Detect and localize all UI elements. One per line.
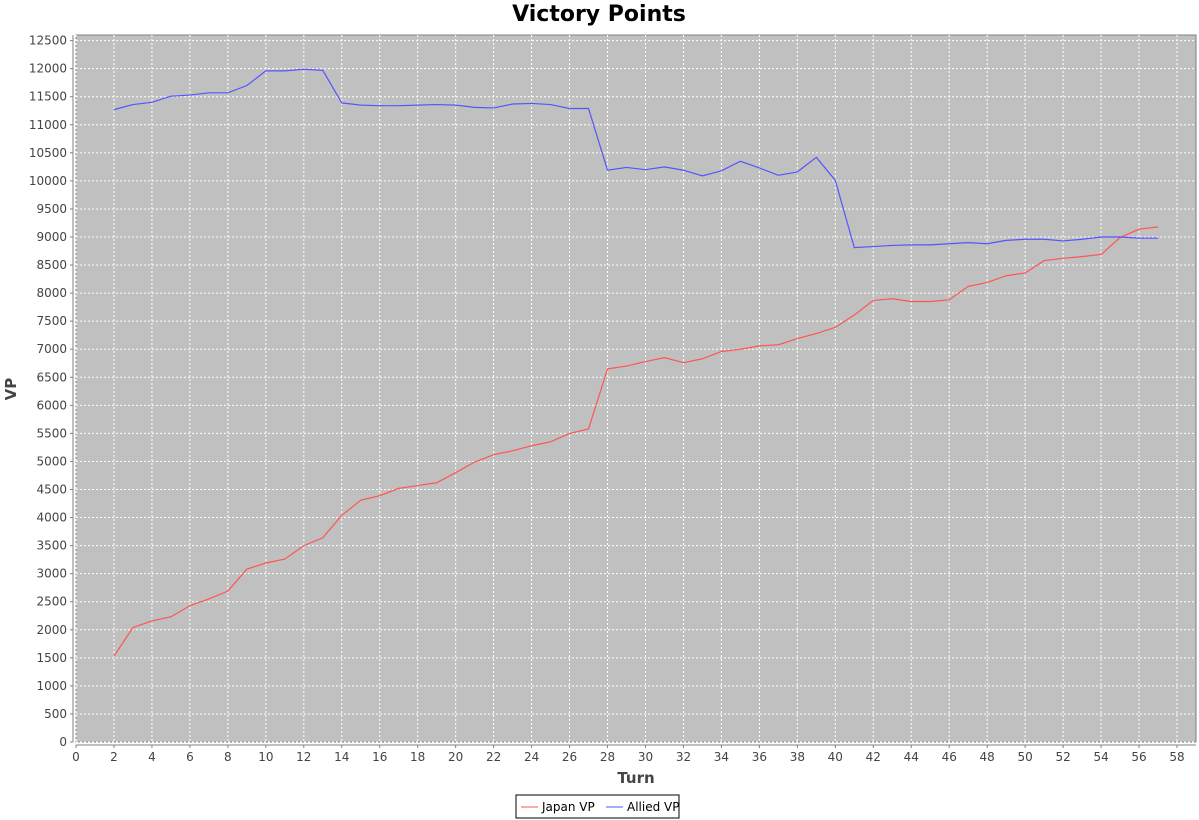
y-axis-ticks: 0 500 1000 1500 2000 2500 3000 3500 4000 4500 5000… <box>29 34 73 749</box>
x-tick-label: 8 <box>224 750 232 764</box>
y-tick-label: 12500 <box>29 34 67 48</box>
series-line-allied-vp <box>113 68 1159 249</box>
x-tick-label: 54 <box>1093 750 1108 764</box>
y-tick-label: 2000 <box>36 623 67 637</box>
x-axis-label: Turn <box>617 769 654 787</box>
x-tick-label: 28 <box>600 750 615 764</box>
y-axis-label: VP <box>2 378 20 401</box>
y-tick-label: 5500 <box>36 426 67 440</box>
x-tick-label: 48 <box>980 750 995 764</box>
y-tick-label: 11500 <box>29 90 67 104</box>
x-tick-label: 18 <box>410 750 425 764</box>
y-tick-label: 9500 <box>36 202 67 216</box>
y-tick-label: 0 <box>59 735 67 749</box>
y-tick-label: 1000 <box>36 679 67 693</box>
y-tick-label: 9000 <box>36 230 67 244</box>
x-tick-label: 40 <box>828 750 843 764</box>
y-tick-label: 4000 <box>36 511 67 525</box>
x-tick-label: 24 <box>524 750 539 764</box>
y-tick-label: 8500 <box>36 258 67 272</box>
y-tick-label: 10500 <box>29 146 67 160</box>
x-tick-label: 14 <box>334 750 349 764</box>
legend: Japan VP Allied VP <box>515 794 680 819</box>
y-tick-label: 2500 <box>36 595 67 609</box>
x-tick-label: 2 <box>110 750 118 764</box>
y-tick-label: 7000 <box>36 342 67 356</box>
x-tick-label: 20 <box>448 750 463 764</box>
x-tick-label: 52 <box>1055 750 1070 764</box>
x-tick-label: 6 <box>186 750 194 764</box>
x-tick-label: 0 <box>72 750 80 764</box>
x-tick-label: 32 <box>676 750 691 764</box>
y-tick-label: 1500 <box>36 651 67 665</box>
x-tick-label: 10 <box>258 750 273 764</box>
y-tick-label: 4500 <box>36 483 67 497</box>
y-tick-label: 3000 <box>36 567 67 581</box>
x-tick-label: 46 <box>942 750 957 764</box>
y-tick-label: 10000 <box>29 174 67 188</box>
x-tick-label: 12 <box>296 750 311 764</box>
y-tick-label: 6500 <box>36 370 67 384</box>
y-tick-label: 500 <box>44 707 67 721</box>
x-tick-label: 38 <box>790 750 805 764</box>
chart-title: Victory Points <box>512 2 686 27</box>
y-tick-label: 12000 <box>29 62 67 76</box>
x-tick-label: 50 <box>1018 750 1033 764</box>
x-tick-label: 30 <box>638 750 653 764</box>
y-tick-label: 8000 <box>36 286 67 300</box>
legend-box <box>515 794 680 819</box>
x-tick-label: 26 <box>562 750 577 764</box>
x-tick-label: 22 <box>486 750 501 764</box>
x-tick-label: 36 <box>752 750 767 764</box>
x-axis-ticks: 0 2 4 6 8 10 12 14 16 18 20 22 24 26 28 30 32 34 36 38 40 42 4… <box>72 745 1185 764</box>
grid-lines <box>75 35 1196 743</box>
y-tick-label: 11000 <box>29 118 67 132</box>
y-tick-label: 3500 <box>36 539 67 553</box>
x-tick-label: 58 <box>1169 750 1184 764</box>
x-tick-label: 4 <box>148 750 156 764</box>
x-tick-label: 42 <box>866 750 881 764</box>
y-tick-label: 6000 <box>36 398 67 412</box>
y-tick-label: 5000 <box>36 454 67 468</box>
series-lines <box>113 68 1159 657</box>
x-tick-label: 16 <box>372 750 387 764</box>
y-tick-label: 7500 <box>36 314 67 328</box>
series-line-japan-vp <box>113 226 1159 657</box>
legend-label-allied: Allied VP <box>627 800 679 814</box>
legend-label-japan: Japan VP <box>541 800 595 814</box>
x-tick-label: 44 <box>904 750 919 764</box>
x-tick-label: 34 <box>714 750 729 764</box>
plot-area <box>75 34 1197 743</box>
x-tick-label: 56 <box>1131 750 1146 764</box>
